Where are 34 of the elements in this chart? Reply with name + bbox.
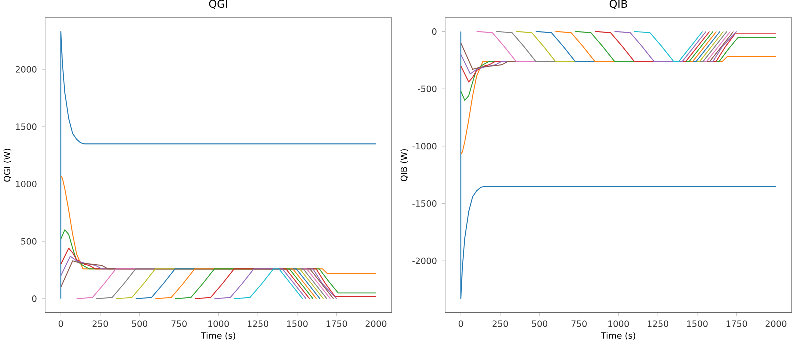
y-tick-label: -1500 [412,200,437,208]
x-tick-label: 1250 [648,320,668,328]
y-axis-title: QGI (W) [4,149,12,182]
y-tick-label: -1000 [412,143,437,150]
x-tick-label: 1500 [287,320,308,328]
x-tick-label: 250 [492,320,508,328]
x-tick-label: 1250 [248,320,268,328]
x-tick-label: 2000 [766,320,787,328]
y-axis-title: QIB (W) [400,149,408,182]
y-tick-label: 1500 [16,124,37,130]
chart-title: QIB [610,0,628,10]
x-tick-label: 2000 [366,320,387,328]
x-axis-title: Time (s) [201,332,236,340]
x-tick-label: 250 [92,320,108,328]
y-tick-label: 1000 [16,180,37,188]
x-tick-label: 1000 [608,320,630,328]
x-tick-label: 1500 [687,320,708,328]
x-tick-label: 0 [458,320,464,328]
chart-title: QGI [209,0,228,10]
x-tick-label: 500 [132,320,148,328]
x-tick-label: 750 [572,320,587,328]
y-tick-label: 0 [432,28,437,36]
x-tick-label: 0 [58,320,64,328]
y-tick-label: 0 [32,296,37,302]
x-axis-title: Time (s) [601,332,636,340]
y-tick-label: -500 [418,86,437,92]
x-tick-label: 750 [172,320,187,328]
y-tick-label: 2000 [16,66,37,73]
y-tick-label: -2000 [412,258,437,264]
x-tick-label: 1750 [726,320,748,328]
x-tick-label: 1750 [326,320,348,328]
y-tick-label: 500 [22,238,37,245]
x-tick-label: 1000 [208,320,230,328]
x-tick-label: 500 [532,320,548,328]
